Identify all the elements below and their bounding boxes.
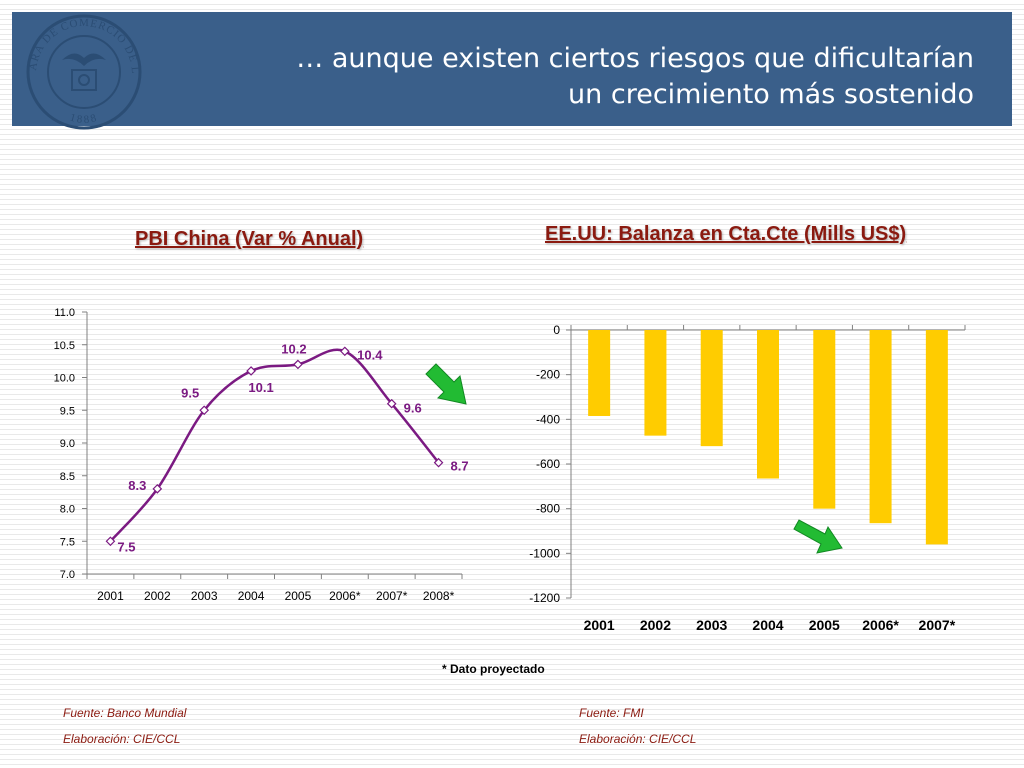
data-label: 8.3 bbox=[128, 478, 146, 493]
y-tick-label: 7.0 bbox=[60, 569, 75, 581]
left-credit: Elaboración: CIE/CCL bbox=[63, 732, 181, 746]
x-tick-label: 2001 bbox=[584, 617, 615, 633]
data-point bbox=[152, 484, 163, 494]
data-point bbox=[199, 405, 210, 416]
x-tick-label: 2004 bbox=[238, 589, 265, 603]
bar bbox=[644, 330, 667, 436]
y-tick-label: 0 bbox=[553, 323, 560, 337]
data-label: 10.1 bbox=[248, 380, 273, 395]
data-label: 8.7 bbox=[451, 459, 469, 474]
x-tick-label: 2008* bbox=[423, 589, 455, 603]
y-tick-label: 9.5 bbox=[60, 405, 75, 417]
svg-text:1888: 1888 bbox=[68, 112, 99, 126]
y-tick-label: -1200 bbox=[529, 591, 560, 605]
data-label: 9.5 bbox=[181, 385, 199, 400]
x-tick-label: 2002 bbox=[640, 617, 671, 633]
y-tick-label: -1000 bbox=[529, 546, 560, 560]
logo-year: 1888 bbox=[68, 112, 97, 126]
title-line-1: … aunque existen ciertos riesgos que dif… bbox=[296, 43, 974, 74]
bar bbox=[700, 330, 723, 447]
bar bbox=[869, 330, 892, 524]
x-tick-label: 2005 bbox=[809, 617, 840, 633]
bar bbox=[588, 330, 611, 416]
x-tick-label: 2007* bbox=[919, 617, 956, 633]
right-credit: Elaboración: CIE/CCL bbox=[579, 732, 697, 746]
x-tick-label: 2006* bbox=[862, 617, 899, 633]
y-tick-label: -200 bbox=[536, 368, 560, 382]
series-line bbox=[109, 348, 440, 543]
y-tick-label: -600 bbox=[536, 457, 560, 471]
x-tick-label: 2001 bbox=[97, 589, 124, 603]
y-tick-label: 9.0 bbox=[60, 438, 75, 450]
down-arrow-icon bbox=[425, 363, 467, 405]
y-tick-label: 11.0 bbox=[54, 307, 75, 319]
data-point bbox=[293, 359, 303, 370]
y-tick-label: 7.5 bbox=[60, 536, 75, 548]
y-tick-label: -400 bbox=[536, 412, 560, 426]
logo-seal-icon: CAMARA DE COMERCIO DE LIMA 1888 bbox=[14, 10, 142, 130]
data-label: 9.6 bbox=[404, 401, 422, 416]
bar bbox=[925, 330, 948, 545]
x-tick-label: 2005 bbox=[285, 589, 312, 603]
data-point bbox=[433, 457, 444, 468]
bar bbox=[757, 330, 779, 479]
bar bbox=[813, 330, 836, 509]
x-tick-label: 2003 bbox=[191, 589, 218, 603]
data-point bbox=[386, 398, 397, 409]
x-tick-label: 2007* bbox=[376, 589, 408, 603]
down-arrow-icon bbox=[793, 519, 843, 554]
footnote: * Dato proyectado bbox=[442, 662, 545, 676]
x-tick-label: 2006* bbox=[329, 589, 361, 603]
header-banner: CAMARA DE COMERCIO DE LIMA 1888 … aunque… bbox=[12, 10, 1012, 130]
y-tick-label: -800 bbox=[536, 502, 560, 516]
right-source: Fuente: FMI bbox=[579, 706, 644, 720]
title-line-2: un crecimiento más sostenido bbox=[568, 79, 974, 110]
y-tick-label: 8.5 bbox=[60, 471, 75, 483]
x-tick-label: 2002 bbox=[144, 589, 171, 603]
y-tick-label: 10.5 bbox=[54, 340, 75, 352]
x-tick-label: 2004 bbox=[752, 617, 783, 633]
us-current-account-chart-title: EE.UU: Balanza en Cta.Cte (Mills US$) bbox=[545, 223, 907, 245]
left-source: Fuente: Banco Mundial bbox=[63, 706, 187, 720]
x-tick-label: 2003 bbox=[696, 617, 727, 633]
data-point bbox=[105, 536, 116, 547]
data-point bbox=[339, 346, 350, 357]
page-title: … aunque existen ciertos riesgos que dif… bbox=[214, 41, 974, 113]
data-label: 10.4 bbox=[357, 347, 383, 362]
data-point bbox=[246, 366, 256, 376]
y-tick-label: 8.0 bbox=[60, 504, 75, 516]
data-label: 10.2 bbox=[281, 341, 306, 356]
y-tick-label: 10.0 bbox=[54, 373, 75, 385]
data-label: 7.5 bbox=[117, 539, 135, 554]
china-gdp-chart-title: PBI China (Var % Anual) bbox=[135, 228, 364, 250]
